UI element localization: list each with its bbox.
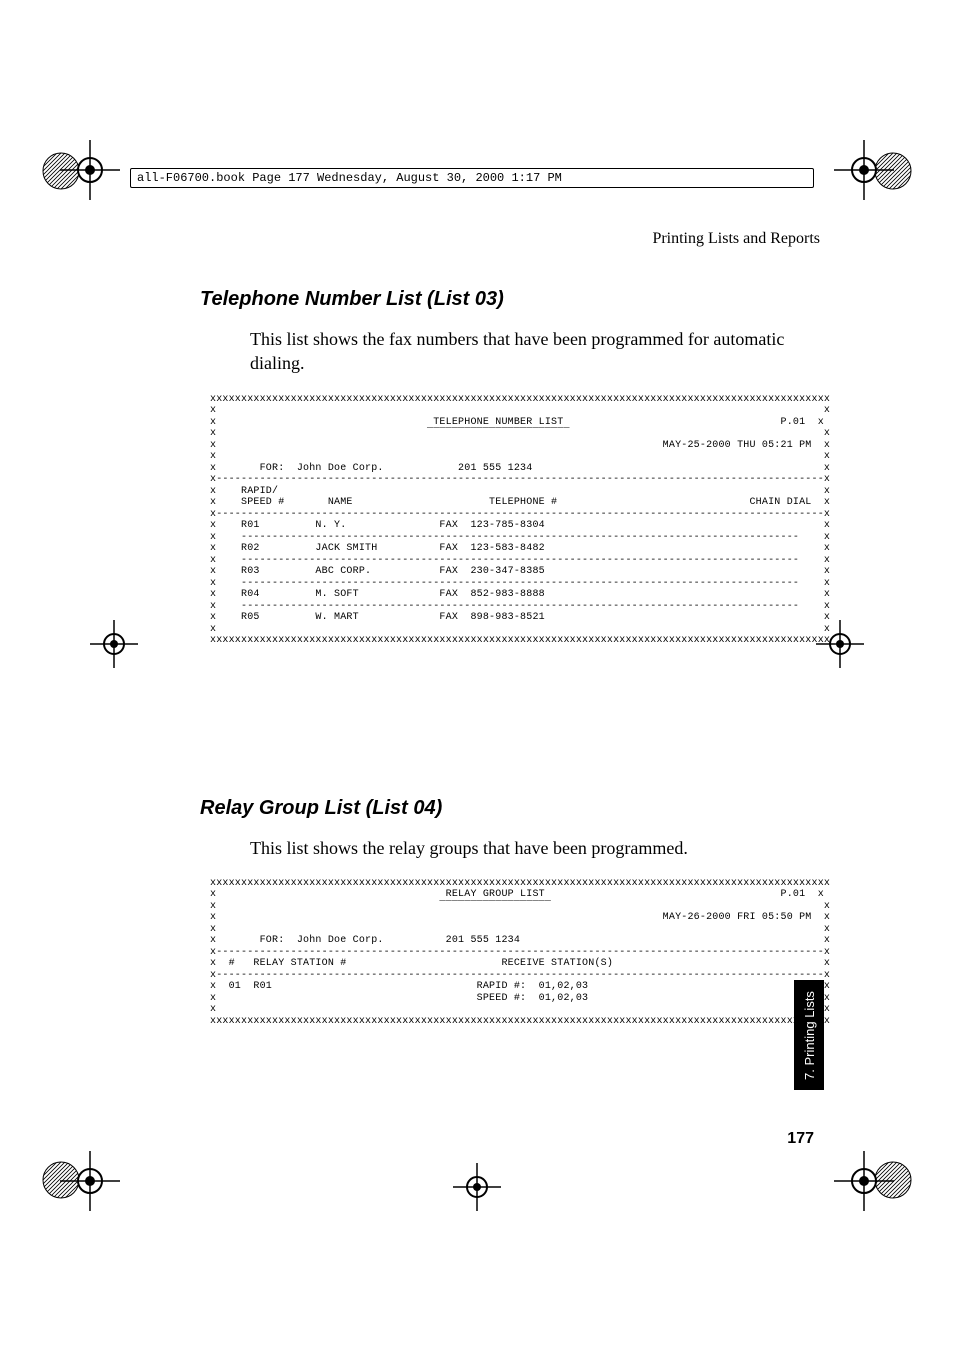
section-title-list04: Relay Group List (List 04) [200,797,820,820]
page-root: { "bookline": "all-F06700.book Page 177 … [0,0,954,1351]
printout-list04: xxxxxxxxxxxxxxxxxxxxxxxxxxxxxxxxxxxxxxxx… [210,878,820,1028]
chapter-tab: 7. Printing Lists [794,980,824,1090]
printout-list03: xxxxxxxxxxxxxxxxxxxxxxxxxxxxxxxxxxxxxxxx… [210,394,820,647]
body-text-list03: This list shows the fax numbers that hav… [250,327,820,376]
registration-mark [834,1151,894,1211]
registration-mark-small [90,620,138,668]
registration-mark [60,1151,120,1211]
section-title-list03: Telephone Number List (List 03) [200,288,820,311]
registration-mark-small [453,1163,501,1211]
running-head: Printing Lists and Reports [200,230,820,248]
page-content: Printing Lists and Reports Telephone Num… [200,220,820,1087]
body-text-list04: This list shows the relay groups that ha… [250,836,820,860]
registration-mark [834,140,894,200]
book-page-header: all-F06700.book Page 177 Wednesday, Augu… [130,168,814,188]
registration-mark [60,140,120,200]
chapter-tab-label: 7. Printing Lists [802,991,817,1080]
page-number: 177 [787,1130,814,1148]
